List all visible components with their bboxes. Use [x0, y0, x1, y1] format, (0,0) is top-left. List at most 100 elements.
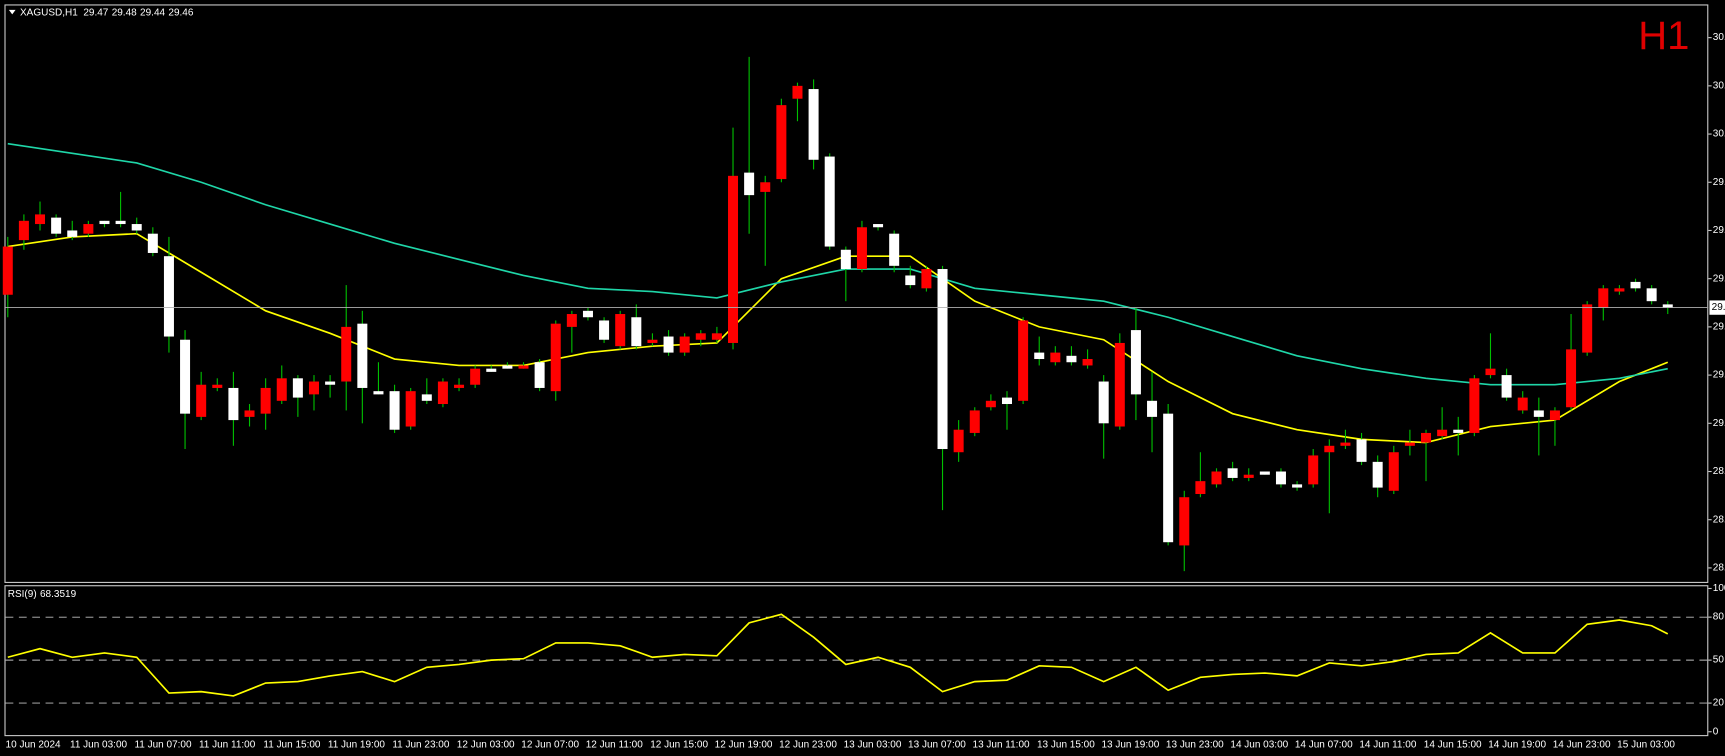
candle-body	[792, 85, 803, 99]
candle-body	[1259, 471, 1270, 475]
candle-body	[421, 394, 432, 401]
last-price-box	[1709, 300, 1725, 315]
last-price-label: 29.46	[1712, 302, 1725, 313]
y-tick-label: 20	[1713, 698, 1725, 709]
candle-body	[1130, 330, 1141, 395]
timeframe-label: H1	[1638, 14, 1689, 58]
candle-body	[905, 275, 916, 286]
candle-body	[2, 246, 13, 295]
candle-body	[889, 233, 900, 266]
candle-body	[1292, 484, 1303, 488]
candle-body	[486, 368, 497, 372]
candle-body	[276, 378, 287, 401]
rsi-current: 68.3519	[40, 589, 77, 600]
y-tick-label: 29.40	[1713, 322, 1725, 333]
candle-body	[856, 227, 867, 270]
candle-body	[582, 310, 593, 318]
candle-body	[615, 314, 626, 347]
x-tick-label: 14 Jun 11:00	[1359, 740, 1417, 751]
x-tick-label: 12 Jun 03:00	[457, 740, 515, 751]
rsi-panel-frame	[4, 585, 1709, 737]
x-tick-label: 15 Jun 03:00	[1617, 740, 1675, 751]
quote-open: 29.47	[83, 7, 108, 18]
y-tick-label: 30.30	[1713, 32, 1725, 43]
candle-body	[212, 384, 223, 388]
candle-body	[502, 365, 513, 369]
quote-close: 29.46	[168, 7, 193, 18]
candle-body	[341, 326, 352, 382]
y-tick-label: 50	[1713, 655, 1725, 666]
x-tick-label: 13 Jun 07:00	[908, 740, 966, 751]
candle-body	[1566, 349, 1577, 408]
x-tick-label: 12 Jun 11:00	[586, 740, 644, 751]
y-tick-label: 0	[1713, 726, 1719, 737]
rsi-header: RSI(9) 68.3519	[8, 589, 77, 600]
candle-body	[1211, 471, 1222, 485]
candle-body	[1630, 281, 1641, 289]
candle-body	[180, 339, 191, 414]
candle-body	[1179, 497, 1190, 546]
x-tick-label: 11 Jun 23:00	[392, 740, 450, 751]
candle-body	[824, 156, 835, 247]
x-tick-label: 13 Jun 15:00	[1037, 740, 1095, 751]
candle-body	[1662, 304, 1673, 308]
candle-body	[1034, 352, 1045, 360]
candle-body	[1533, 410, 1544, 417]
candle-body	[1582, 304, 1593, 353]
candle-body	[147, 233, 158, 253]
x-tick-label: 14 Jun 19:00	[1488, 740, 1546, 751]
candle-body	[163, 256, 174, 337]
candle-body	[744, 172, 755, 196]
x-tick-label: 14 Jun 03:00	[1230, 740, 1288, 751]
x-tick-label: 11 Jun 15:00	[263, 740, 321, 751]
y-tick-label: 100	[1713, 583, 1725, 594]
x-tick-label: 12 Jun 15:00	[650, 740, 708, 751]
x-tick-label: 12 Jun 07:00	[521, 740, 579, 751]
candle-body	[711, 333, 722, 340]
candle-body	[1227, 468, 1238, 478]
candle-body	[873, 224, 884, 228]
candle-body	[1517, 397, 1528, 411]
candle-body	[1340, 442, 1351, 446]
y-tick-label: 80	[1713, 612, 1725, 623]
x-tick-label: 13 Jun 23:00	[1166, 740, 1224, 751]
candle-body	[228, 387, 239, 421]
x-tick-label: 13 Jun 19:00	[1101, 740, 1159, 751]
candle-body	[760, 182, 771, 192]
candle-body	[18, 220, 29, 241]
candle-body	[937, 269, 948, 450]
candle-body	[67, 230, 78, 237]
candle-body	[1163, 413, 1174, 543]
x-tick-label: 11 Jun 19:00	[328, 740, 386, 751]
candle-body	[437, 381, 448, 405]
candle-body	[599, 320, 610, 340]
y-tick-label: 28.65	[1713, 563, 1725, 574]
candle-body	[83, 224, 94, 234]
candle-body	[1050, 352, 1061, 363]
candle-body	[969, 410, 980, 433]
symbol: XAGUSD,H1	[20, 7, 78, 18]
candle-body	[196, 384, 207, 417]
x-tick-label: 10 Jun 2024	[6, 740, 61, 751]
candle-body	[1356, 439, 1367, 462]
candle-body	[1082, 359, 1093, 366]
candle-body	[1549, 410, 1560, 421]
candle-body	[1501, 375, 1512, 398]
candle-body	[1195, 481, 1206, 495]
candle-body	[1018, 320, 1029, 401]
candle-body	[953, 429, 964, 453]
y-tick-label: 28.80	[1713, 514, 1725, 525]
y-tick-label: 30.15	[1713, 81, 1725, 92]
candle-body	[1614, 288, 1625, 292]
y-tick-label: 29.25	[1713, 370, 1725, 381]
x-tick-label: 12 Jun 23:00	[779, 740, 837, 751]
candle-body	[1388, 452, 1399, 491]
candle-body	[1485, 368, 1496, 376]
quote-high: 29.48	[112, 7, 137, 18]
candle-body	[840, 249, 851, 270]
candle-body	[776, 105, 787, 180]
x-tick-label: 14 Jun 23:00	[1553, 740, 1611, 751]
candle-body	[534, 362, 545, 388]
